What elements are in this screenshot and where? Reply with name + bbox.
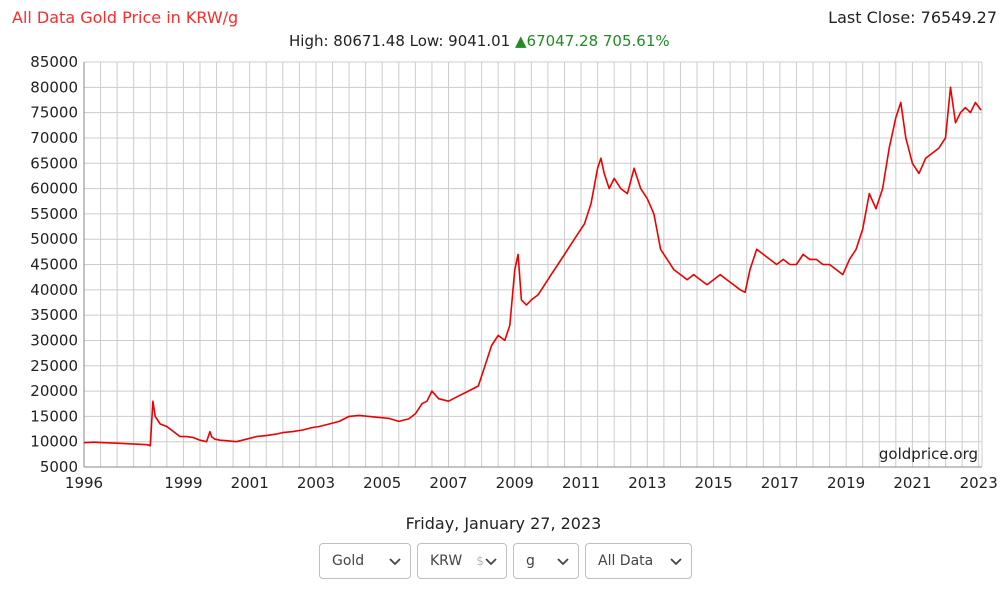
y-tick-label: 60000 — [30, 180, 78, 198]
high-low-stats: High: 80671.48 Low: 9041.01 ▲67047.28 70… — [289, 32, 670, 50]
y-tick-label: 10000 — [30, 433, 78, 451]
last-close-label: Last Close: 76549.27 — [828, 8, 997, 27]
x-tick-label: 2003 — [297, 474, 335, 492]
y-tick-label: 15000 — [30, 407, 78, 425]
price-line-series — [83, 86, 982, 447]
x-tick-label: 2007 — [429, 474, 467, 492]
x-tick-label: 2013 — [628, 474, 666, 492]
unit-select[interactable]: g — [513, 543, 579, 579]
currency-select-value: KRW — [430, 553, 463, 569]
range-select[interactable]: All Data — [585, 543, 692, 579]
chevron-down-icon — [485, 558, 497, 566]
chart-title: All Data Gold Price in KRW/g — [12, 8, 239, 27]
y-tick-label: 40000 — [30, 281, 78, 299]
y-tick-label: 65000 — [30, 154, 78, 172]
x-tick-label: 2011 — [562, 474, 600, 492]
y-tick-label: 45000 — [30, 256, 78, 274]
chart-controls: Gold KRW $ g All Data — [319, 543, 692, 579]
metal-select[interactable]: Gold — [319, 543, 411, 579]
chevron-down-icon — [670, 558, 682, 566]
x-tick-label: 1999 — [164, 474, 202, 492]
change-up-text: ▲67047.28 705.61% — [515, 32, 670, 50]
y-tick-label: 70000 — [30, 129, 78, 147]
watermark-label: goldprice.org — [879, 445, 978, 463]
unit-select-value: g — [526, 553, 535, 569]
x-tick-label: 1996 — [65, 474, 103, 492]
y-tick-label: 30000 — [30, 331, 78, 349]
currency-select[interactable]: KRW $ — [417, 543, 507, 579]
y-tick-label: 50000 — [30, 230, 78, 248]
currency-symbol-partial: $ — [476, 554, 484, 568]
x-tick-label: 2009 — [496, 474, 534, 492]
y-tick-label: 20000 — [30, 382, 78, 400]
metal-select-value: Gold — [332, 553, 365, 569]
x-tick-label: 2005 — [363, 474, 401, 492]
y-tick-label: 75000 — [30, 104, 78, 122]
x-tick-label: 2017 — [761, 474, 799, 492]
y-tick-label: 55000 — [30, 205, 78, 223]
x-tick-label: 2021 — [893, 474, 931, 492]
chevron-down-icon — [557, 558, 569, 566]
date-label: Friday, January 27, 2023 — [405, 514, 602, 533]
price-chart: 5000 10000 15000 20000 25000 30000 35000 40000 4… — [30, 53, 998, 492]
x-tick-label: 2023 — [960, 474, 998, 492]
high-low-text: High: 80671.48 Low: 9041.01 — [289, 32, 511, 50]
y-tick-label: 25000 — [30, 357, 78, 375]
y-tick-label: 85000 — [30, 53, 78, 71]
y-tick-label: 80000 — [30, 78, 78, 96]
x-tick-label: 2019 — [827, 474, 865, 492]
x-tick-label: 2015 — [695, 474, 733, 492]
range-select-value: All Data — [598, 553, 654, 569]
x-tick-label: 2001 — [231, 474, 269, 492]
chevron-down-icon — [389, 558, 401, 566]
y-tick-label: 5000 — [40, 458, 78, 476]
y-tick-label: 35000 — [30, 306, 78, 324]
